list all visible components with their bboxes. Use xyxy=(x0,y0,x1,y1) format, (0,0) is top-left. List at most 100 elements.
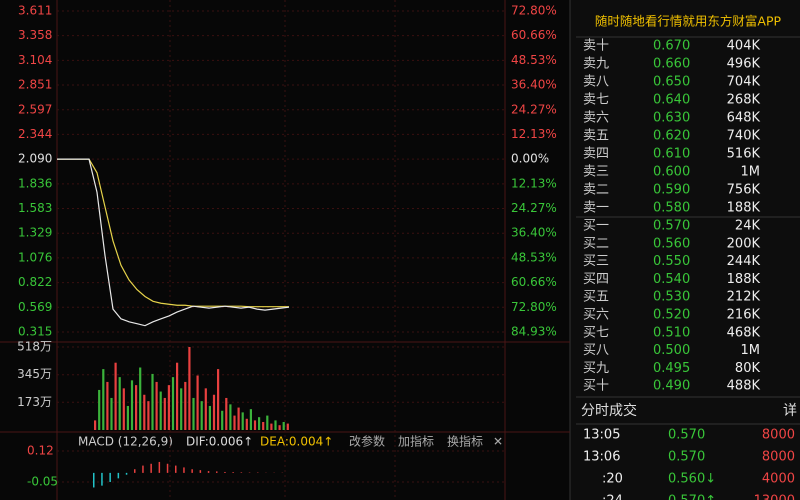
pct-tick-label: 72.80% xyxy=(511,300,557,314)
book-label: 卖六 xyxy=(583,111,609,126)
book-volume: 212K xyxy=(727,290,761,305)
macd-bar xyxy=(117,472,120,479)
book-price: 0.610 xyxy=(653,147,690,162)
price-tick-label: 1.076 xyxy=(18,250,52,264)
price-tick-label: 1.583 xyxy=(18,201,52,215)
average-line xyxy=(57,158,289,308)
book-price: 0.630 xyxy=(653,111,690,126)
macd-bar xyxy=(224,471,226,473)
book-label: 卖八 xyxy=(583,75,609,90)
book-volume: 200K xyxy=(727,236,761,251)
price-tick-label: 3.104 xyxy=(18,53,52,67)
pct-tick-label: 48.53% xyxy=(511,53,557,67)
volume-bar xyxy=(233,415,236,430)
pct-tick-label: 0.00% xyxy=(511,152,549,166)
trade-price: 0.560↓ xyxy=(668,472,716,487)
trade-time: 13:05 xyxy=(583,428,620,443)
book-price: 0.640 xyxy=(653,93,690,108)
book-label: 买七 xyxy=(583,325,609,340)
volume-bar xyxy=(278,425,281,430)
book-price: 0.560 xyxy=(653,236,690,251)
book-volume: 516K xyxy=(727,147,761,162)
volume-bar xyxy=(241,412,244,430)
detail-button[interactable]: 详 xyxy=(783,403,797,419)
volume-bar xyxy=(270,423,273,430)
book-volume: 648K xyxy=(727,111,761,126)
price-tick-label: 2.090 xyxy=(18,152,52,166)
book-price: 0.660 xyxy=(653,57,690,72)
volume-tick-label: 173万 xyxy=(17,395,52,409)
macd-button[interactable]: 加指标 xyxy=(398,434,434,449)
pct-tick-label: 36.40% xyxy=(511,78,557,92)
macd-bar xyxy=(216,471,218,473)
book-price: 0.530 xyxy=(653,290,690,305)
book-label: 卖三 xyxy=(583,165,609,180)
macd-bar xyxy=(175,465,177,473)
volume-bar xyxy=(249,409,252,430)
volume-bar xyxy=(245,418,248,430)
book-label: 卖五 xyxy=(583,129,609,144)
book-volume: 244K xyxy=(727,254,761,269)
volume-tick-label: 518万 xyxy=(17,340,52,354)
pct-tick-label: 60.66% xyxy=(511,275,557,289)
trade-volume: 4000 xyxy=(762,472,795,487)
trade-time: :24 xyxy=(602,494,623,500)
book-price: 0.550 xyxy=(653,254,690,269)
pct-tick-label: 60.66% xyxy=(511,28,557,42)
macd-bar xyxy=(134,469,136,473)
pct-tick-label: 36.40% xyxy=(511,226,557,240)
book-volume: 188K xyxy=(727,201,761,216)
book-volume: 188K xyxy=(727,272,761,287)
macd-bar xyxy=(199,470,202,473)
volume-bar xyxy=(262,421,265,430)
macd-dea: DEA:0.004↑ xyxy=(260,435,333,449)
close-button[interactable]: ✕ xyxy=(493,435,503,449)
book-label: 卖一 xyxy=(583,201,609,216)
book-label: 买一 xyxy=(583,219,609,234)
macd-bar xyxy=(183,467,185,473)
trade-time: 13:06 xyxy=(583,450,620,465)
volume-bar xyxy=(94,420,97,430)
book-price: 0.500 xyxy=(653,343,690,358)
book-price: 0.580 xyxy=(653,201,690,216)
volume-bar xyxy=(282,421,285,430)
book-price: 0.620 xyxy=(653,129,690,144)
volume-bar xyxy=(159,391,162,430)
volume-bar xyxy=(176,362,179,430)
price-tick-label: 0.569 xyxy=(18,300,52,314)
volume-bar xyxy=(167,385,170,430)
macd-bar xyxy=(240,472,243,473)
macd-button[interactable]: 换指标 xyxy=(447,434,483,449)
macd-tick-label: -0.05 xyxy=(27,475,58,489)
book-price: 0.600 xyxy=(653,165,690,180)
volume-bar xyxy=(143,394,146,430)
side-panel xyxy=(570,0,800,500)
price-tick-label: 2.851 xyxy=(18,78,52,92)
macd-bar xyxy=(191,469,193,473)
book-price: 0.650 xyxy=(653,75,690,90)
book-label: 卖十 xyxy=(583,39,609,54)
volume-bar xyxy=(98,389,101,430)
volume-bar xyxy=(155,381,158,430)
volume-bar xyxy=(126,405,129,430)
macd-bar xyxy=(150,463,152,473)
volume-bar xyxy=(253,420,257,430)
macd-bar xyxy=(166,463,169,473)
volume-bar xyxy=(258,417,261,430)
price-tick-label: 0.822 xyxy=(18,275,52,289)
book-volume: 704K xyxy=(727,75,761,90)
macd-tick-label: 0.12 xyxy=(27,444,54,458)
book-volume: 1M xyxy=(741,165,761,180)
volume-bar xyxy=(110,397,113,430)
volume-bar xyxy=(221,410,224,430)
volume-bar xyxy=(200,401,203,430)
macd-bar xyxy=(93,472,95,488)
macd-button[interactable]: 改参数 xyxy=(349,434,385,449)
volume-bar xyxy=(229,404,232,430)
trade-price: 0.570 xyxy=(668,450,705,465)
macd-title[interactable]: MACD (12,26,9) xyxy=(78,435,173,449)
banner[interactable]: 随时随地看行情就用东方财富APP xyxy=(595,14,782,29)
macd-bar xyxy=(142,465,144,473)
price-tick-label: 0.315 xyxy=(18,325,52,339)
